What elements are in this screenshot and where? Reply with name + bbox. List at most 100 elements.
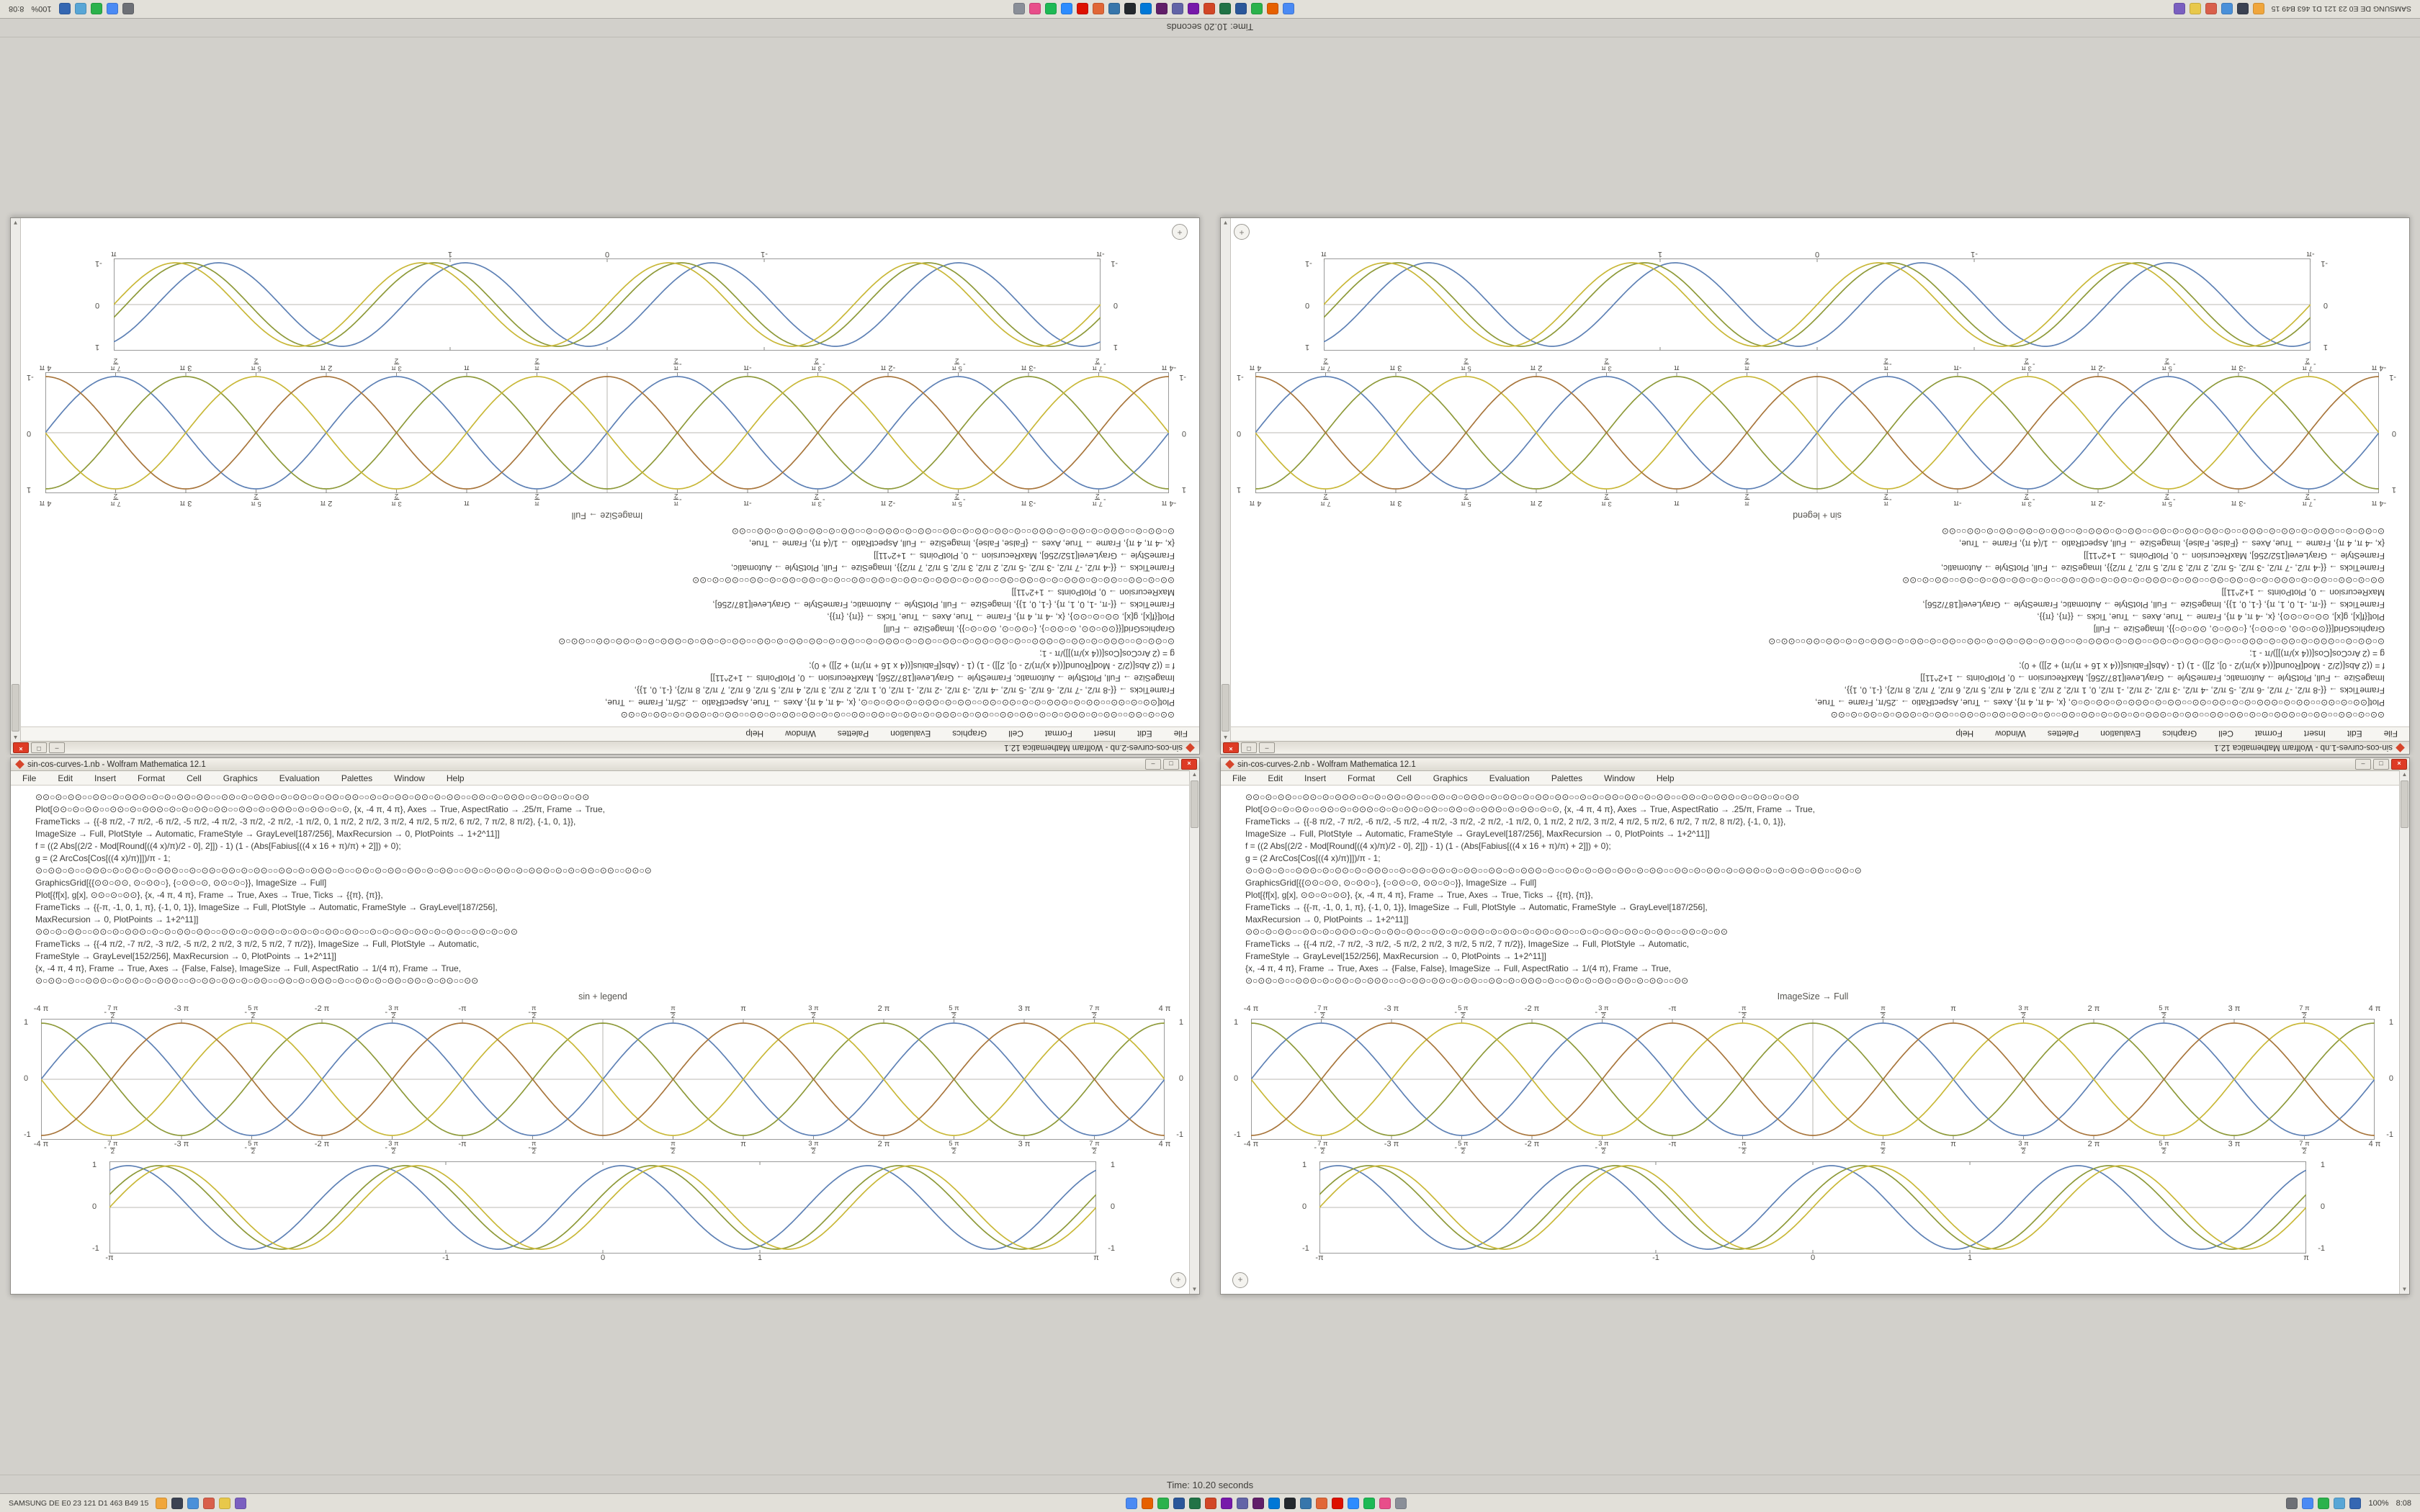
code-line[interactable]: ⊙⊙○⊙○⊙⊙○○⊙⊙○⊙○⊙⊙⊙○⊙○⊙○⊙⊙○⊙⊙○○⊙⊙○⊙○⊙⊙⊙○⊙○… (620, 710, 1175, 720)
taskbar-app-icon-teams[interactable] (1237, 1497, 1249, 1509)
code-line[interactable]: Plot[⊙⊙○⊙○⊙⊙○○⊙⊙○⊙○⊙⊙⊙○⊙○⊙○⊙⊙○⊙⊙○○⊙⊙○⊙○⊙… (35, 804, 605, 814)
menu-item[interactable]: Format (1348, 773, 1376, 783)
code-line[interactable]: {x, -4 π, 4 π}, Frame → True, Axes → {Fa… (1245, 963, 1672, 973)
taskbar-app-icon-network[interactable] (2302, 1497, 2314, 1509)
code-line[interactable]: ⊙○⊙⊙○⊙○○⊙⊙⊙○⊙○⊙⊙○⊙○⊙⊙⊙○○⊙○⊙⊙○⊙⊙○⊙○⊙⊙○○⊙⊙… (35, 865, 652, 876)
vertical-scrollbar[interactable]: ▲ ▼ (1189, 770, 1199, 1294)
taskbar-app-icon-vscode[interactable] (1139, 3, 1152, 15)
taskbar-app-icon-github[interactable] (1124, 3, 1136, 15)
taskbar-app-icon-python[interactable] (1108, 3, 1120, 15)
taskbar-app-icon-zoom[interactable] (1060, 3, 1072, 15)
menu-item[interactable]: Help (1656, 773, 1675, 783)
taskbar-app-icon-mail[interactable] (203, 1497, 215, 1509)
code-line[interactable]: FrameTicks → {{-4 π/2, -7 π/2, -3 π/2, -… (1245, 939, 1690, 949)
code-line[interactable]: FrameStyle → GrayLevel[152/256], MaxRecu… (35, 951, 336, 961)
taskbar-app-icon-python[interactable] (1300, 1497, 1312, 1509)
code-line[interactable]: FrameTicks → {{-π, -1, 0, 1, π}, {-1, 0,… (1922, 600, 2385, 610)
menu-item[interactable]: Edit (58, 773, 73, 783)
taskbar-app-icon-excel[interactable] (1219, 3, 1231, 15)
menu-item[interactable]: Insert (2303, 729, 2326, 739)
code-line[interactable]: FrameTicks → {{-4 π/2, -7 π/2, -3 π/2, -… (1940, 563, 2385, 573)
taskbar-app-icon-vscode[interactable] (1268, 1497, 1281, 1509)
taskbar-app-icon-volume[interactable] (2286, 1497, 2298, 1509)
taskbar-app-icon-explorer[interactable] (156, 1497, 168, 1509)
taskbar-app-icon-player[interactable] (235, 1497, 247, 1509)
code-line[interactable]: ⊙○⊙⊙○⊙○○⊙⊙⊙○⊙○⊙⊙○⊙○⊙⊙⊙○○⊙○⊙⊙○⊙⊙○⊙○⊙⊙○○⊙⊙… (35, 976, 479, 986)
menu-item[interactable]: Insert (94, 773, 117, 783)
maximize-button[interactable]: □ (1163, 759, 1179, 770)
taskbar-app-icon-notes[interactable] (219, 1497, 231, 1509)
code-line[interactable]: MaxRecursion → 0, PlotPoints → 1+2^11]] (2221, 588, 2385, 598)
taskbar-app-icon-zoom[interactable] (1348, 1497, 1360, 1509)
taskbar-app-icon-settings[interactable] (1013, 3, 1025, 15)
vertical-scrollbar[interactable]: ▲ ▼ (11, 218, 21, 742)
scroll-down-icon[interactable]: ▼ (2401, 1286, 2408, 1292)
code-line[interactable]: g = (2 ArcCos[Cos[((4 x)/π)]])/π - 1; (35, 853, 171, 863)
taskbar-app-icon-mathematica[interactable] (1332, 1497, 1344, 1509)
code-line[interactable]: ⊙⊙○⊙○⊙⊙○○⊙⊙○⊙○⊙⊙⊙○⊙○⊙○⊙⊙○⊙⊙○○⊙⊙○⊙○⊙⊙⊙○⊙○… (1902, 575, 2385, 585)
taskbar-app-icon-github[interactable] (1284, 1497, 1296, 1509)
menu-item[interactable]: Edit (1137, 729, 1152, 739)
taskbar-app-icon-word[interactable] (1173, 1497, 1186, 1509)
taskbar-app-icon-photos[interactable] (1379, 1497, 1392, 1509)
code-line[interactable]: ImageSize → Full, PlotStyle → Automatic,… (1920, 673, 2385, 683)
taskbar-app-icon-firefox[interactable] (1266, 3, 1278, 15)
menu-item[interactable]: Cell (1397, 773, 1412, 783)
minimize-button[interactable]: – (1145, 759, 1161, 770)
taskbar-app-icon-word[interactable] (1234, 3, 1247, 15)
menu-item[interactable]: Evaluation (279, 773, 320, 783)
taskbar-app-icon-cloud[interactable] (2334, 1497, 2346, 1509)
taskbar-app-icon-photos[interactable] (1028, 3, 1041, 15)
taskbar-app-icon-terminal[interactable] (171, 1497, 184, 1509)
taskbar-app-icon-excel[interactable] (1189, 1497, 1201, 1509)
input-cell-code[interactable]: ⊙⊙○⊙○⊙⊙○○⊙⊙○⊙○⊙⊙⊙○⊙○⊙○⊙⊙○⊙⊙○○⊙⊙○⊙○⊙⊙⊙○⊙○… (1245, 791, 2380, 987)
code-line[interactable]: FrameTicks → {{-π, -1, 0, 1, π}, {-1, 0,… (712, 600, 1175, 610)
window-titlebar[interactable]: sin-cos-curves-2.nb - Wolfram Mathematic… (1221, 758, 2409, 771)
scroll-up-icon[interactable]: ▲ (2401, 771, 2408, 778)
taskbar-app-icon-browser[interactable] (187, 1497, 200, 1509)
code-line[interactable]: Plot[{f[x], g[x], ⊙⊙○⊙○⊙⊙}, {x, -4 π, 4 … (1245, 890, 1593, 900)
code-line[interactable]: ⊙⊙○⊙○⊙⊙○○⊙⊙○⊙○⊙⊙⊙○⊙○⊙○⊙⊙○⊙⊙○○⊙⊙○⊙○⊙⊙⊙○⊙○… (1245, 927, 1728, 937)
menu-item[interactable]: Window (1604, 773, 1635, 783)
taskbar-app-icon-onenote[interactable] (1221, 1497, 1233, 1509)
taskbar-app-icon-matlab[interactable] (1092, 3, 1104, 15)
code-line[interactable]: f = ((2 Abs[(2/2 - Mod[Round[((4 x)/π)/2… (809, 661, 1175, 671)
code-line[interactable]: ⊙○⊙⊙○⊙○○⊙⊙⊙○⊙○⊙⊙○⊙○⊙⊙⊙○○⊙○⊙⊙○⊙⊙○⊙○⊙⊙○○⊙⊙… (1941, 526, 2385, 536)
code-line[interactable]: Plot[{f[x], g[x], ⊙⊙○⊙○⊙⊙}, {x, -4 π, 4 … (827, 612, 1175, 622)
code-line[interactable]: Plot[⊙⊙○⊙○⊙⊙○○⊙⊙○⊙○⊙⊙⊙○⊙○⊙○⊙⊙○⊙⊙○○⊙⊙○⊙○⊙… (605, 698, 1175, 708)
battery-indicator[interactable]: 100% (2368, 1498, 2389, 1508)
maximize-button[interactable]: □ (31, 742, 47, 753)
taskbar-clock[interactable]: 8:08 (2396, 1498, 2412, 1508)
notebook-corner-icon[interactable]: + (1234, 224, 1250, 240)
taskbar-app-icon-matlab[interactable] (1316, 1497, 1328, 1509)
taskbar-app-icon-chrome[interactable] (1126, 1497, 1138, 1509)
menu-item[interactable]: Graphics (1433, 773, 1468, 783)
close-button[interactable]: × (2391, 759, 2407, 770)
input-cell-code[interactable]: ⊙⊙○⊙○⊙⊙○○⊙⊙○⊙○⊙⊙⊙○⊙○⊙○⊙⊙○⊙⊙○○⊙⊙○⊙○⊙⊙⊙○⊙○… (35, 791, 1170, 987)
taskbar-app-icon-mail[interactable] (2205, 3, 2217, 15)
menu-item[interactable]: Cell (187, 773, 202, 783)
close-button[interactable]: × (1181, 759, 1197, 770)
code-line[interactable]: ImageSize → Full, PlotStyle → Automatic,… (710, 673, 1175, 683)
taskbar-app-icon-notes[interactable] (2189, 3, 2201, 15)
taskbar-app-icon-edge[interactable] (1250, 3, 1263, 15)
code-line[interactable]: f = ((2 Abs[(2/2 - Mod[Round[((4 x)/π)/2… (2019, 661, 2385, 671)
menu-item[interactable]: Edit (2347, 729, 2362, 739)
menu-item[interactable]: Window (394, 773, 425, 783)
code-line[interactable]: g = (2 ArcCos[Cos[((4 x)/π)]])/π - 1; (1245, 853, 1381, 863)
minimize-button[interactable]: – (2355, 759, 2371, 770)
code-line[interactable]: f = ((2 Abs[(2/2 - Mod[Round[((4 x)/π)/2… (1245, 841, 1611, 851)
menu-item[interactable]: File (2383, 729, 2398, 739)
code-line[interactable]: ⊙⊙○⊙○⊙⊙○○⊙⊙○⊙○⊙⊙⊙○⊙○⊙○⊙⊙○⊙⊙○○⊙⊙○⊙○⊙⊙⊙○⊙○… (35, 927, 518, 937)
window-titlebar[interactable]: sin-cos-curves-2.nb - Wolfram Mathematic… (11, 741, 1199, 754)
notebook-corner-icon[interactable]: + (1170, 1272, 1186, 1288)
menu-item[interactable]: File (1232, 773, 1247, 783)
menu-item[interactable]: Edit (1268, 773, 1283, 783)
taskbar-app-icon-mathematica[interactable] (1076, 3, 1088, 15)
code-line[interactable]: {x, -4 π, 4 π}, Frame → True, Axes → {Fa… (35, 963, 462, 973)
menu-item[interactable]: Evaluation (890, 729, 931, 739)
menu-item[interactable]: Cell (1008, 729, 1023, 739)
taskbar-clock[interactable]: 8:08 (8, 4, 24, 14)
code-line[interactable]: FrameTicks → {{-8 π/2, -7 π/2, -6 π/2, -… (35, 816, 576, 827)
notebook-corner-icon[interactable]: + (1232, 1272, 1248, 1288)
